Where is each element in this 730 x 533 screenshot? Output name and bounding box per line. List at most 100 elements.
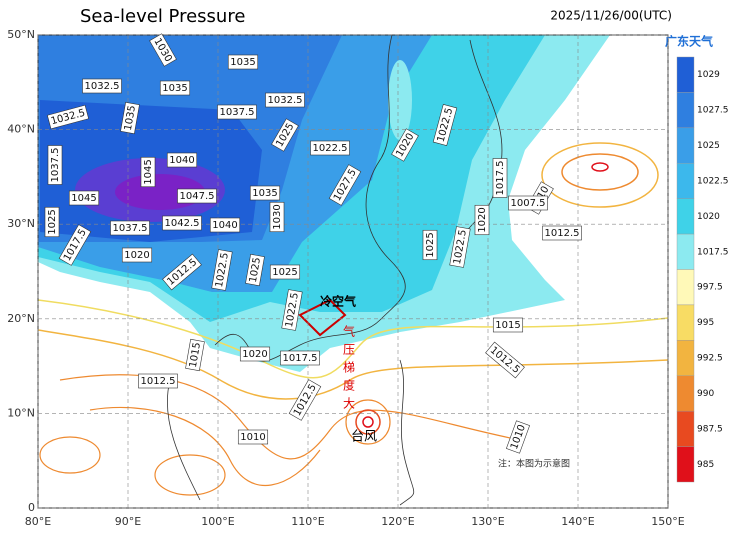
map-background [38, 35, 668, 508]
colorbar-swatch [676, 340, 695, 376]
contour-label: 1035 [227, 54, 259, 70]
colorbar-label: 995 [697, 318, 714, 328]
lat-tick-label: 50°N [7, 28, 35, 41]
contour-label-text: 1035 [123, 105, 138, 132]
colorbar-label: 997.5 [697, 283, 723, 293]
contour-label: 1037.5 [217, 104, 257, 120]
contour-label-box [227, 54, 259, 70]
lat-tick-label: 10°N [7, 406, 35, 419]
contour-label-box [281, 289, 303, 331]
contour-label: 1040 [166, 152, 198, 168]
contour-label-box [542, 225, 582, 241]
contour-label-text: 1007.5 [511, 198, 546, 209]
contour-label-box [485, 341, 525, 379]
contour-label-text: 1010 [240, 432, 265, 443]
contour-label-text: 1020 [124, 250, 149, 261]
contour-label-box [211, 249, 233, 291]
contour-label-text: 1012.5 [545, 228, 580, 239]
contour-label-text: 1012.5 [141, 376, 176, 387]
contour-label-text: 1040 [212, 220, 237, 231]
contour-label: 1012.5 [542, 225, 582, 241]
colorbar-label: 1029 [697, 70, 720, 80]
colorbar-label: 990 [697, 389, 714, 399]
contour-label-box [46, 104, 90, 130]
contour-label-text: 1037.5 [220, 107, 255, 118]
contour-label-box [47, 145, 63, 185]
contour-label-text: 1035 [252, 188, 277, 199]
contour-label: 1040 [209, 217, 241, 233]
colorbar-swatch [676, 56, 695, 93]
contour-label-box [121, 247, 153, 263]
colorbar-label: 987.5 [697, 424, 723, 434]
contour-label-text: 1032.5 [85, 81, 120, 92]
contour-label: 1032.5 [82, 78, 122, 94]
contour-label-box [185, 338, 205, 372]
note: 注：本图为示意图 [498, 458, 570, 470]
contour-label-box [68, 190, 100, 206]
contour-label-text: 1035 [162, 83, 187, 94]
colorbar-swatch [676, 304, 695, 341]
lat-tick-label: 0 [28, 501, 35, 514]
contour-label: 1022.5 [211, 249, 233, 291]
contour-label-text: 1040 [169, 155, 194, 166]
contour-label-box [474, 204, 490, 236]
contour-label: 1015 [492, 317, 524, 333]
contour-label: 1007.5 [508, 195, 548, 211]
contour-label: 1020 [239, 346, 271, 362]
contour-label-box [217, 104, 257, 120]
contour-label-text: 1042.5 [165, 218, 200, 229]
colorbar-swatch [676, 446, 695, 483]
colorbar-swatch [676, 127, 695, 164]
contour-label-box [162, 215, 202, 231]
contour-label-box [280, 350, 320, 366]
contour-label-box [245, 253, 265, 287]
contour-label-box [249, 185, 281, 201]
contour-label-box [177, 188, 217, 204]
chart-title: Sea-level Pressure [80, 6, 245, 27]
contour-label-box [508, 195, 548, 211]
contour-label-box [58, 224, 92, 266]
contour-label-text: 1032.5 [268, 95, 303, 106]
contour-label-box [166, 152, 198, 168]
contour-label-box [271, 118, 299, 152]
contour-label-text: 1015 [188, 342, 203, 369]
contour-label: 1047.5 [177, 188, 217, 204]
colorbar-label: 985 [697, 460, 714, 470]
contour-label: 1025 [245, 253, 265, 287]
contour-label: 1045 [68, 190, 100, 206]
contour-label: 1015 [185, 338, 205, 372]
contour-label-box [120, 101, 140, 135]
contour-label-box [159, 80, 191, 96]
contour-label-text: 1045 [71, 193, 96, 204]
contour-label-box [138, 373, 178, 389]
contour-label: 1022.5 [449, 226, 471, 268]
contour-label-text: 1017.5 [283, 353, 318, 364]
contour-label-text: 1025 [425, 232, 436, 257]
contour-label: 1037.5 [47, 145, 63, 185]
contour-label-box [492, 158, 508, 198]
colorbar-swatch [676, 375, 695, 412]
contour-label: 1017.5 [280, 350, 320, 366]
colorbar-swatch [676, 269, 695, 306]
colorbar-swatch [676, 233, 695, 270]
lon-tick-label: 120°E [381, 515, 414, 528]
contour-label-box [288, 379, 322, 421]
contour-label-box [328, 164, 362, 206]
contour-label: 1032.5 [265, 92, 305, 108]
contour-label: 1022.5 [310, 140, 350, 156]
contour-label-box [449, 226, 471, 268]
typhoon-label: 台风 [351, 430, 377, 445]
contour-label-box [432, 103, 458, 147]
contour-label-box [269, 201, 285, 233]
contour-label-text: 1037.5 [50, 148, 61, 183]
contour-label-box [162, 253, 202, 291]
contour-label-box [149, 33, 177, 67]
contour-label: 1042.5 [162, 215, 202, 231]
contour-label-box [209, 217, 241, 233]
contour-label: 1035 [120, 101, 140, 135]
contour-label: 1012.5 [138, 373, 178, 389]
contour-label-text: 1025 [47, 209, 58, 234]
contour-label-box [140, 156, 156, 188]
contour-label-box [239, 346, 271, 362]
contour-label: 1030 [269, 201, 285, 233]
